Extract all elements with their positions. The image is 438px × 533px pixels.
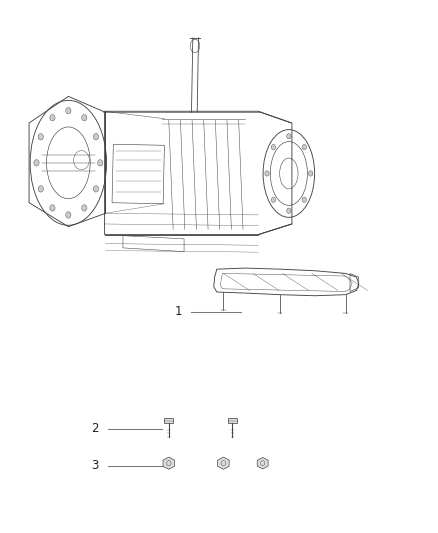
Polygon shape [218, 457, 229, 469]
Circle shape [34, 160, 39, 166]
Text: 1: 1 [174, 305, 182, 318]
Circle shape [302, 197, 307, 203]
Circle shape [66, 212, 71, 218]
Circle shape [265, 171, 269, 176]
FancyBboxPatch shape [228, 418, 237, 423]
Circle shape [302, 144, 307, 150]
Circle shape [93, 185, 99, 192]
Circle shape [93, 134, 99, 140]
Circle shape [38, 185, 43, 192]
Text: 2: 2 [92, 422, 99, 435]
Circle shape [66, 108, 71, 114]
FancyBboxPatch shape [164, 418, 173, 423]
Circle shape [308, 171, 313, 176]
Circle shape [81, 115, 87, 121]
Circle shape [271, 144, 276, 150]
Circle shape [98, 160, 103, 166]
Polygon shape [257, 457, 268, 469]
Circle shape [38, 134, 43, 140]
Circle shape [50, 115, 55, 121]
Circle shape [287, 134, 291, 139]
Circle shape [81, 205, 87, 211]
Text: 3: 3 [92, 459, 99, 472]
Circle shape [271, 197, 276, 203]
Circle shape [50, 205, 55, 211]
Polygon shape [163, 457, 175, 469]
Circle shape [287, 208, 291, 213]
